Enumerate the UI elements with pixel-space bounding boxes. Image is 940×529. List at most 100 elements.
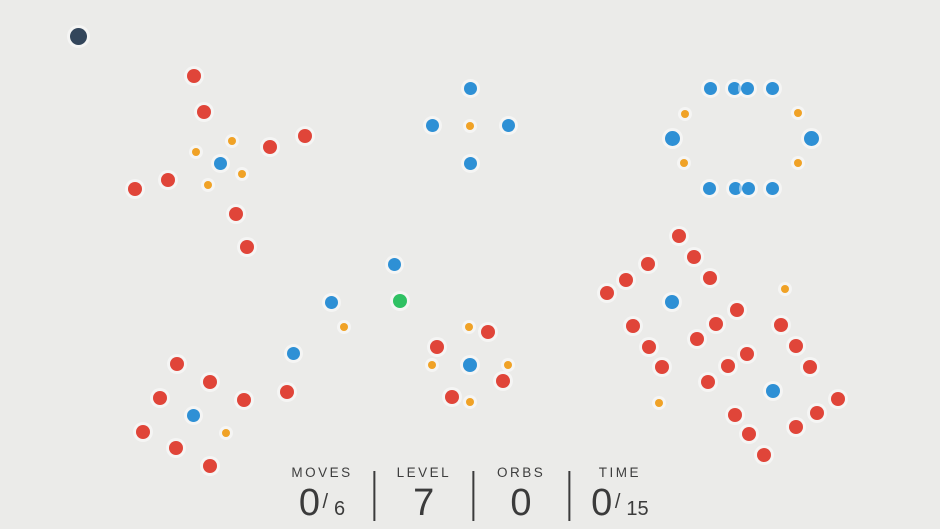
game-dot[interactable] (203, 459, 217, 473)
game-dot[interactable] (619, 273, 633, 287)
game-dot[interactable] (810, 406, 824, 420)
game-dot[interactable] (655, 399, 663, 407)
game-dot[interactable] (229, 207, 243, 221)
game-dot[interactable] (428, 361, 436, 369)
game-dot[interactable] (742, 427, 756, 441)
game-dot[interactable] (789, 420, 803, 434)
game-dot[interactable] (192, 148, 200, 156)
game-dot[interactable] (727, 81, 741, 95)
game-dot[interactable] (789, 339, 803, 353)
game-dot[interactable] (286, 346, 300, 360)
game-dot[interactable] (238, 170, 246, 178)
game-dot[interactable] (740, 347, 754, 361)
game-dot[interactable] (481, 325, 495, 339)
game-dot[interactable] (803, 130, 819, 146)
game-dot[interactable] (672, 229, 686, 243)
game-dot[interactable] (703, 81, 717, 95)
game-dot[interactable] (240, 240, 254, 254)
game-dot[interactable] (766, 384, 780, 398)
orbs-label: ORBS (497, 465, 546, 480)
game-dot[interactable] (757, 448, 771, 462)
game-dot[interactable] (463, 358, 477, 372)
game-dot[interactable] (186, 408, 200, 422)
game-dot[interactable] (203, 375, 217, 389)
game-dot[interactable] (765, 181, 779, 195)
game-dot[interactable] (721, 359, 735, 373)
game-dot[interactable] (680, 159, 688, 167)
game-dot[interactable] (169, 441, 183, 455)
game-dot[interactable] (655, 360, 669, 374)
moves-total: 6 (334, 498, 346, 520)
game-dot[interactable] (161, 173, 175, 187)
game-dot[interactable] (703, 271, 717, 285)
game-dot[interactable] (430, 340, 444, 354)
game-dot[interactable] (681, 110, 689, 118)
game-dot[interactable] (794, 159, 802, 167)
game-dot[interactable] (794, 109, 802, 117)
game-dot[interactable] (781, 285, 789, 293)
game-dot[interactable] (213, 156, 227, 170)
game-dot[interactable] (701, 375, 715, 389)
game-dot[interactable] (222, 429, 230, 437)
game-dot[interactable] (187, 69, 201, 83)
game-dot[interactable] (831, 392, 845, 406)
game-dot[interactable] (153, 391, 167, 405)
game-dot[interactable] (465, 323, 473, 331)
game-dot[interactable] (496, 374, 510, 388)
game-dot[interactable] (463, 81, 477, 95)
game-dot[interactable] (702, 181, 716, 195)
hud-divider (373, 471, 376, 521)
level-number: 7 (413, 482, 435, 524)
game-dot[interactable] (687, 250, 701, 264)
game-dot[interactable] (197, 105, 211, 119)
hud-time: TIME 0 / 15 (591, 465, 648, 522)
game-dot[interactable] (136, 425, 150, 439)
game-dot[interactable] (228, 137, 236, 145)
game-dot[interactable] (324, 295, 338, 309)
game-dot[interactable] (463, 156, 477, 170)
moves-separator: / (322, 491, 329, 513)
player-dot[interactable] (69, 27, 87, 45)
game-dot[interactable] (741, 181, 755, 195)
game-dot[interactable] (765, 81, 779, 95)
game-dot[interactable] (774, 318, 788, 332)
moves-value: 0 / 6 (299, 484, 345, 522)
game-dot[interactable] (237, 393, 251, 407)
game-dot[interactable] (664, 130, 680, 146)
game-dot[interactable] (340, 323, 348, 331)
game-dot[interactable] (280, 385, 294, 399)
game-dot[interactable] (642, 340, 656, 354)
game-dot[interactable] (298, 129, 312, 143)
level-label: LEVEL (396, 465, 452, 480)
moves-label: MOVES (291, 465, 353, 480)
time-current: 0 (591, 482, 613, 524)
hud-orbs: ORBS 0 (495, 465, 547, 522)
game-dot[interactable] (425, 118, 439, 132)
game-dot[interactable] (740, 81, 754, 95)
game-dot[interactable] (445, 390, 459, 404)
game-dot[interactable] (504, 361, 512, 369)
game-dot[interactable] (728, 408, 742, 422)
game-dot[interactable] (170, 357, 184, 371)
game-dot[interactable] (387, 257, 401, 271)
game-dot[interactable] (600, 286, 614, 300)
game-dot[interactable] (466, 122, 474, 130)
game-dot[interactable] (128, 182, 142, 196)
game-dot[interactable] (393, 294, 407, 308)
game-dot[interactable] (665, 295, 679, 309)
game-dot[interactable] (803, 360, 817, 374)
game-dot[interactable] (626, 319, 640, 333)
game-dot[interactable] (641, 257, 655, 271)
hud-divider (568, 471, 571, 521)
game-dot[interactable] (204, 181, 212, 189)
game-dot[interactable] (730, 303, 744, 317)
game-dot[interactable] (466, 398, 474, 406)
game-dot[interactable] (501, 118, 515, 132)
game-dot[interactable] (690, 332, 704, 346)
game-dot[interactable] (709, 317, 723, 331)
hud-level: LEVEL 7 (397, 465, 452, 522)
game-dot[interactable] (728, 181, 742, 195)
game-dot[interactable] (263, 140, 277, 154)
